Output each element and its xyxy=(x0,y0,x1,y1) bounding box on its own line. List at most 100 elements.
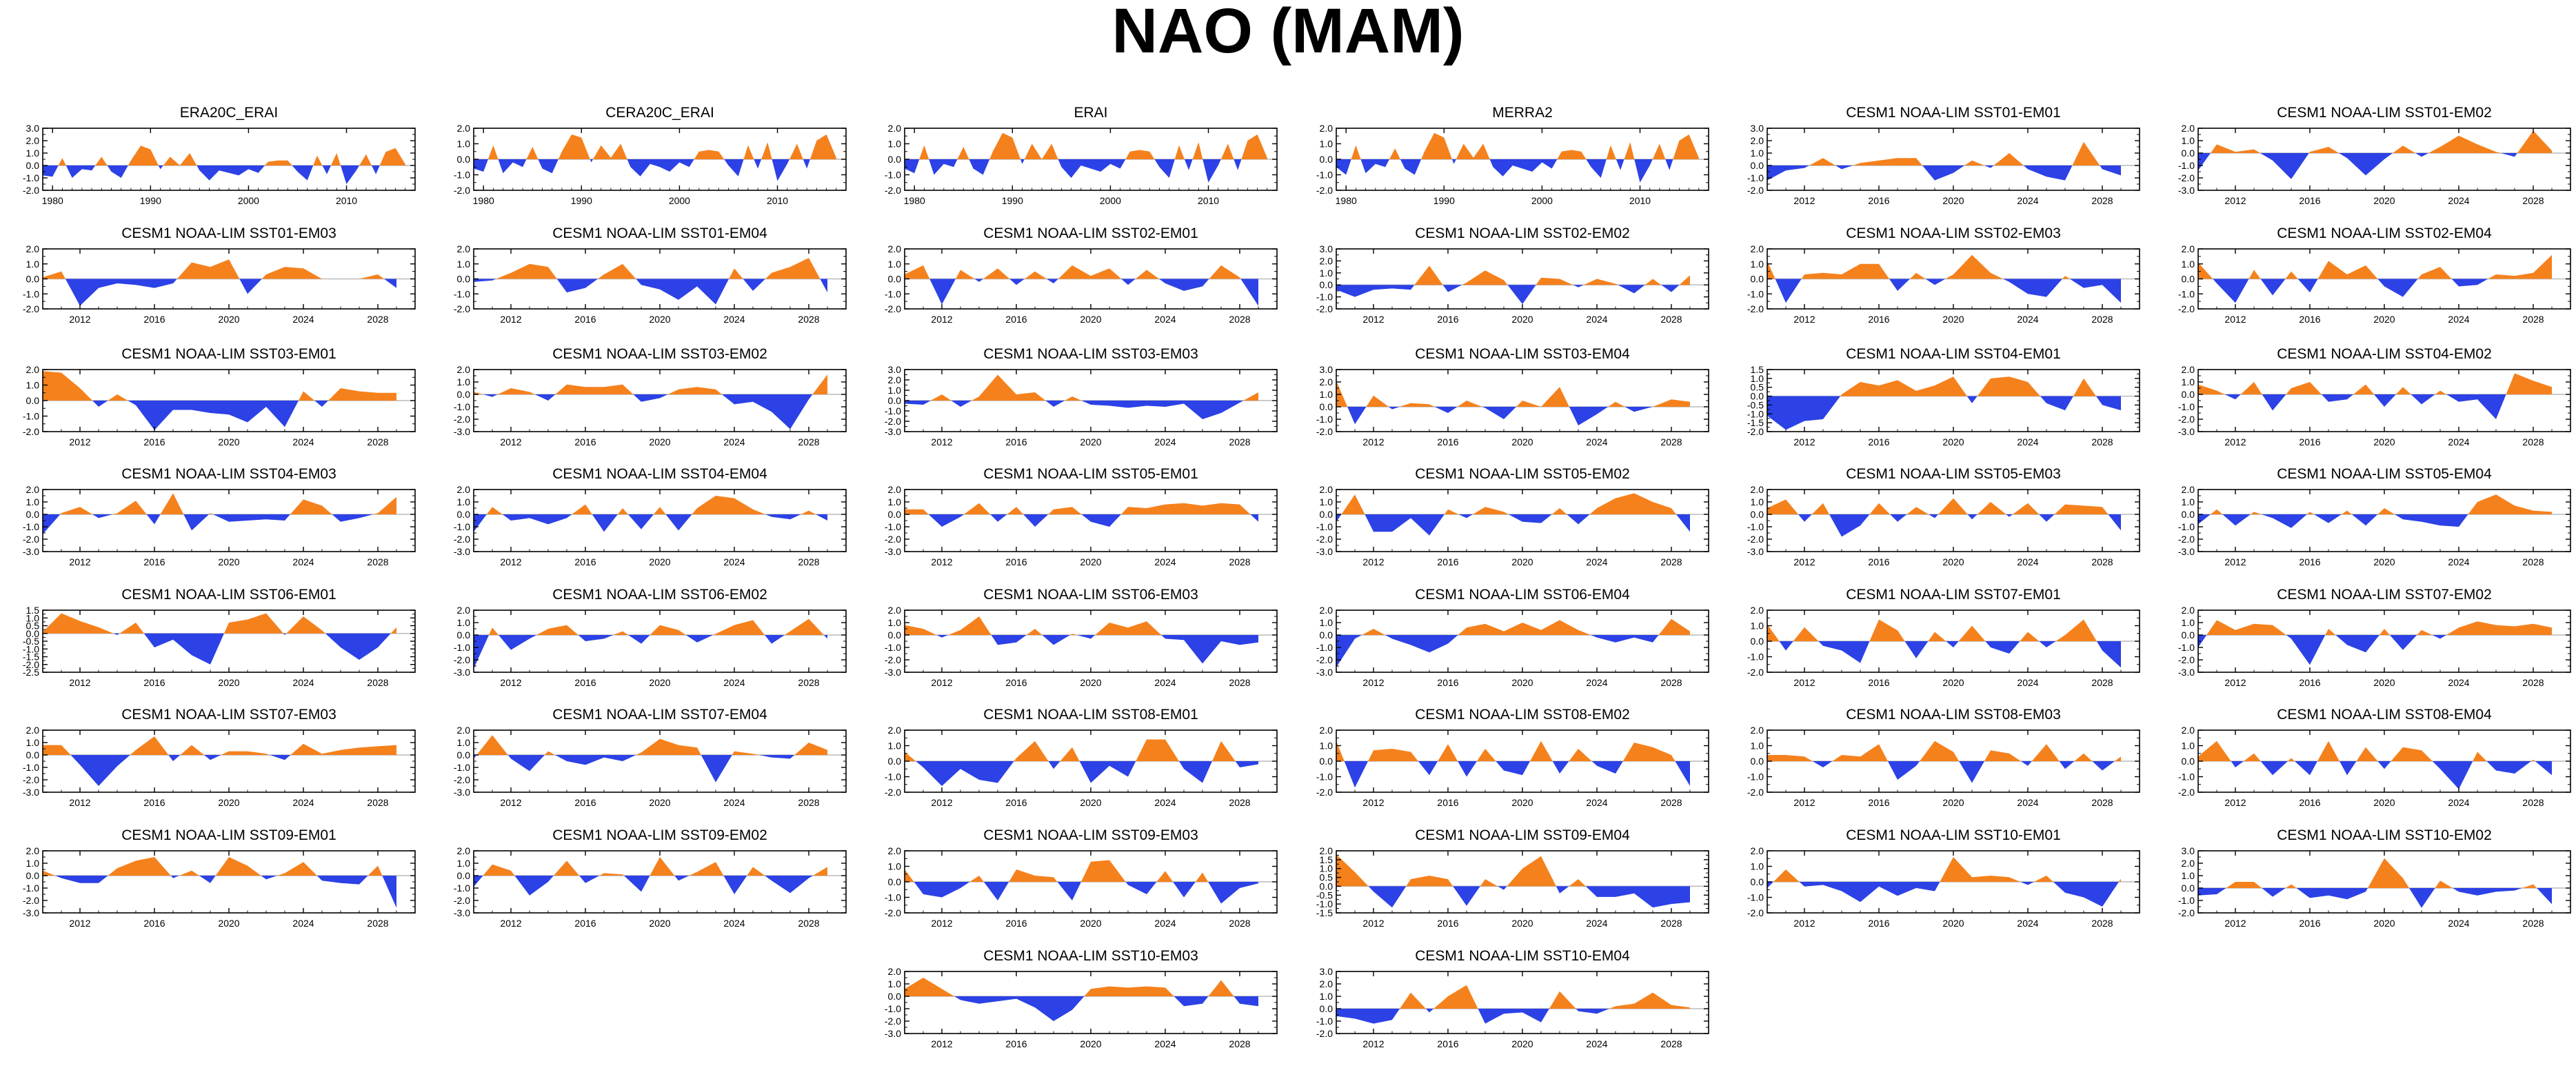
negative-area xyxy=(1159,279,1209,291)
y-tick-label: -1.0 xyxy=(2178,288,2195,299)
y-tick-label: -1.0 xyxy=(23,411,39,422)
x-tick-label: 2000 xyxy=(238,195,259,206)
x-tick-label: 1980 xyxy=(1336,195,1357,206)
nao-panel: CESM1 NOAA-LIM SST02-EM02 3.02.0 1.00.0 -1.… xyxy=(1316,225,1709,325)
positive-area xyxy=(1241,134,1267,159)
positive-area xyxy=(1336,854,1369,887)
y-tick-label: 0.0 xyxy=(888,629,902,641)
y-tick-label: 0.5 xyxy=(1320,872,1334,883)
positive-area xyxy=(732,751,759,755)
y-tick-label: -2.0 xyxy=(1316,1028,1333,1039)
positive-area xyxy=(112,501,147,514)
x-tick-label: 2016 xyxy=(1437,918,1458,929)
negative-area xyxy=(1020,159,1025,164)
negative-area xyxy=(170,876,179,878)
positive-area xyxy=(43,745,71,755)
y-tick-label: 1.0 xyxy=(457,737,471,748)
x-tick-label: 2024 xyxy=(1154,556,1176,567)
positive-area xyxy=(1095,621,1162,635)
y-tick-label: 0.0 xyxy=(26,870,40,881)
x-tick-label: 2012 xyxy=(1362,556,1384,567)
y-tick-label: -3.0 xyxy=(2178,185,2195,196)
x-tick-label: 2016 xyxy=(1005,797,1027,808)
positive-area xyxy=(1366,395,1389,407)
positive-area xyxy=(1644,279,1662,285)
negative-area xyxy=(1234,996,1258,1007)
positive-area xyxy=(2286,382,2322,394)
y-tick-label: -2.0 xyxy=(2178,534,2195,545)
y-tick-label: 1.0 xyxy=(457,617,471,628)
x-tick-label: 2020 xyxy=(1080,556,1101,567)
x-tick-label: 2016 xyxy=(1437,436,1458,447)
panel-frame xyxy=(2197,609,2571,673)
x-tick-label: 2016 xyxy=(1868,797,1889,808)
y-tick-label: 1.0 xyxy=(457,858,471,869)
x-tick-label: 2028 xyxy=(2091,797,2113,808)
x-tick-label: 2016 xyxy=(2299,918,2320,929)
y-tick-label: 1.0 xyxy=(888,496,902,507)
y-tick-label: 1.0 xyxy=(888,617,902,628)
y-tick-label: -1.0 xyxy=(885,1003,901,1014)
panel-title: CESM1 NOAA-LIM SST03-EM01 xyxy=(121,346,336,362)
x-tick-label: 2024 xyxy=(1154,918,1176,929)
y-tick-label: -3.0 xyxy=(2178,426,2195,437)
negative-area xyxy=(1023,514,1049,527)
positive-area xyxy=(1368,749,1418,761)
positive-area xyxy=(108,857,171,876)
x-tick-label: 2028 xyxy=(2091,556,2113,567)
x-tick-label: 2028 xyxy=(367,918,388,929)
negative-area xyxy=(1442,285,1462,292)
negative-area xyxy=(1250,514,1258,522)
y-tick-label: 3.0 xyxy=(1751,123,1764,134)
y-tick-label: 0.0 xyxy=(2182,148,2195,159)
positive-area xyxy=(1928,632,1946,641)
x-tick-label: 2024 xyxy=(292,918,314,929)
y-tick-label: -0.5 xyxy=(23,636,39,647)
y-tick-label: -2.0 xyxy=(885,787,901,798)
positive-area xyxy=(2368,858,2409,888)
negative-area xyxy=(1161,635,1258,664)
positive-area xyxy=(2119,878,2121,882)
y-tick-label: 1.0 xyxy=(2182,496,2195,507)
negative-area xyxy=(43,514,61,534)
x-tick-label: 2024 xyxy=(2448,677,2469,688)
x-tick-label: 2016 xyxy=(1868,556,1889,567)
negative-area xyxy=(1966,396,1978,403)
positive-area xyxy=(483,864,515,876)
nao-panel: CESM1 NOAA-LIM SST06-EM04 2.01.00.0-1.0-2… xyxy=(1316,587,1709,688)
x-tick-label: 2016 xyxy=(1005,677,1027,688)
positive-area xyxy=(761,142,772,159)
negative-area xyxy=(674,876,690,881)
y-tick-label: -2.0 xyxy=(454,414,470,425)
y-tick-label: -3.0 xyxy=(885,546,901,557)
negative-area xyxy=(1946,641,1959,647)
positive-area xyxy=(765,258,821,279)
y-tick-label: 0.0 xyxy=(1320,1003,1334,1014)
negative-area xyxy=(1573,285,1584,288)
positive-area xyxy=(613,631,629,635)
positive-area xyxy=(1869,503,1891,514)
negative-area xyxy=(1925,279,1946,285)
y-tick-label: -2.0 xyxy=(454,303,470,314)
negative-area xyxy=(724,159,744,177)
negative-area xyxy=(1076,635,1096,639)
positive-area xyxy=(2198,740,2231,761)
y-tick-label: -1.0 xyxy=(885,772,901,783)
positive-area xyxy=(261,267,384,279)
positive-area xyxy=(2031,744,2060,761)
y-tick-label: 2.0 xyxy=(1320,725,1334,736)
y-tick-label: -2.0 xyxy=(885,907,901,918)
positive-area xyxy=(1984,750,2021,761)
x-tick-label: 2020 xyxy=(1511,1038,1533,1049)
y-tick-label: -1.0 xyxy=(454,170,470,181)
y-tick-label: 2.0 xyxy=(888,966,902,977)
x-tick-label: 1980 xyxy=(42,195,63,206)
negative-area xyxy=(1624,407,1653,412)
x-tick-label: 2024 xyxy=(2448,797,2469,808)
nao-panel: CESM1 NOAA-LIM SST10-EM03 2.01.0 0.0-1.0 -2… xyxy=(885,948,1278,1049)
positive-area xyxy=(2198,384,2225,394)
y-tick-label: -1.0 xyxy=(885,521,901,532)
positive-area xyxy=(2248,270,2261,279)
negative-area xyxy=(384,279,396,288)
panel-title: CESM1 NOAA-LIM SST03-EM02 xyxy=(552,346,767,362)
